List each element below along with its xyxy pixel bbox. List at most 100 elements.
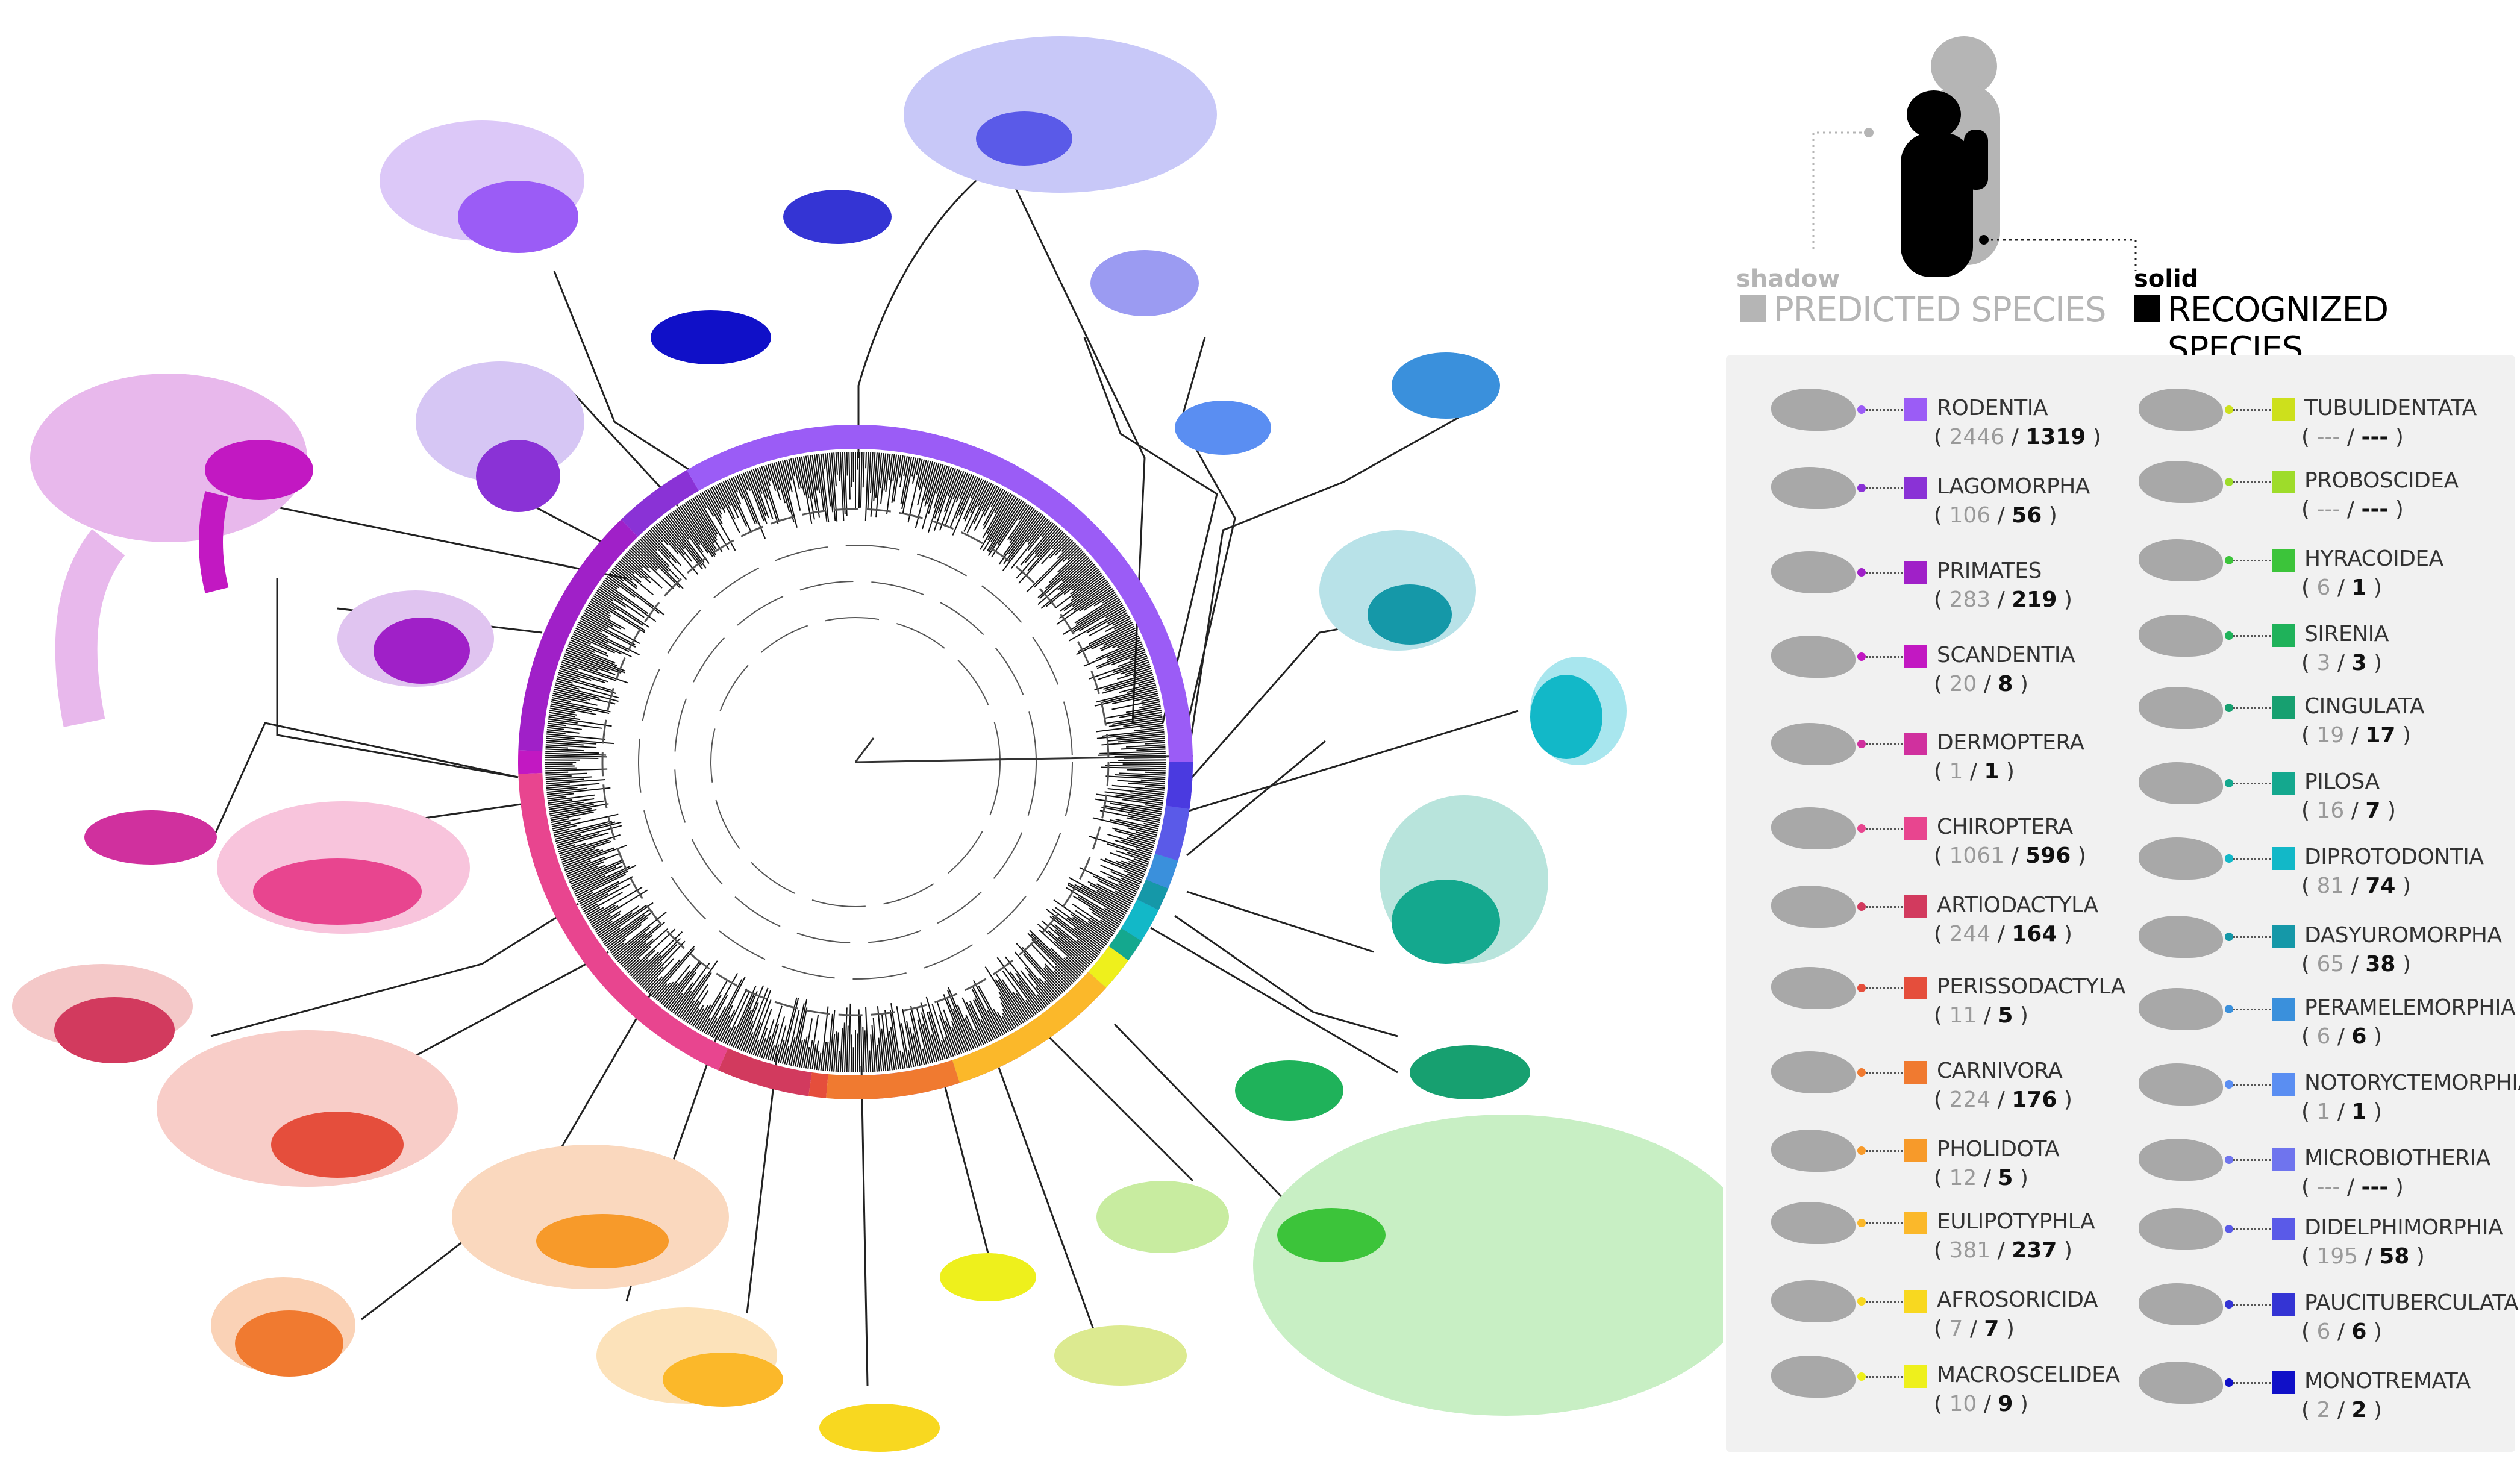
monotremata-recognized-count: 2 (2351, 1398, 2367, 1422)
tip-branch (589, 601, 611, 615)
dermoptera-order-name: DERMOPTERA (1937, 730, 2084, 755)
tip-branch (869, 1050, 872, 1072)
tip-branch (1094, 672, 1153, 691)
rodentia-swatch (1904, 398, 1927, 421)
tip-branch (1049, 916, 1099, 955)
tip-branch (639, 962, 663, 986)
tip-branch (972, 986, 1000, 1037)
tip-branch (943, 994, 966, 1052)
tip-branch (623, 555, 649, 579)
tip-branch (1045, 565, 1096, 607)
tip-branch (816, 1050, 820, 1071)
internal-branch-arc (674, 581, 1037, 943)
tip-branch (552, 813, 619, 830)
tip-branch (547, 793, 574, 798)
tip-branch (927, 463, 940, 504)
cingulata-solid-silhouette (1410, 1045, 1530, 1099)
tip-branch (980, 494, 1013, 550)
tip-branch (790, 1003, 805, 1066)
tip-branch (566, 647, 626, 672)
tip-branch (961, 997, 984, 1045)
tip-branch (765, 1005, 783, 1060)
perissodactyla-legend-silhouette (1771, 967, 1856, 1009)
tip-branch (963, 478, 983, 520)
tip-branch (1041, 535, 1069, 564)
diprotodontia-ring-arc (1121, 899, 1159, 941)
tip-branch (1052, 534, 1067, 549)
tip-branch (1100, 919, 1117, 931)
pilosa-recognized-count: 7 (2365, 798, 2381, 823)
tubulidentata-hatched-silhouette (1054, 1325, 1187, 1386)
tip-branch (1062, 546, 1080, 563)
tip-branch (1099, 810, 1160, 824)
tip-branch (1076, 939, 1098, 957)
tip-branch (871, 1025, 876, 1072)
artiodactyla-recognized-count: 164 (2012, 922, 2057, 946)
tip-branch (1119, 772, 1166, 776)
hyracoidea-species-counts: ( 6 / 1 ) (2301, 575, 2382, 600)
tip-branch (685, 502, 717, 549)
scandentia-recognized-count: 8 (1998, 672, 2013, 696)
tip-branch (1091, 627, 1136, 650)
tip-branch (570, 862, 622, 885)
tip-branch (1089, 836, 1152, 857)
tip-branch (560, 665, 608, 683)
macroscelidea-ring-arc (1088, 946, 1129, 988)
tip-branch (822, 453, 825, 469)
tip-branch (598, 588, 627, 608)
tip-branch (552, 692, 587, 702)
pholidota-recognized-count: 5 (1998, 1166, 2013, 1190)
tip-branch (558, 843, 586, 852)
tip-branch (609, 938, 627, 952)
phylogeny-figure (12, 36, 1723, 1452)
tip-branch (554, 820, 612, 836)
tip-branch (844, 1007, 848, 1072)
tip-branch (922, 1024, 934, 1063)
tip-branch (627, 551, 651, 573)
tip-branch (777, 461, 795, 522)
tip-branch (551, 818, 569, 824)
tip-branch (1075, 597, 1119, 625)
tip-branch (958, 475, 977, 516)
tip-branch (1130, 792, 1164, 798)
tip-branch (784, 460, 793, 493)
lagomorpha-predicted-count: 106 (1949, 503, 1991, 528)
tip-branch (928, 464, 944, 514)
paucituberculata-legend-connector (2233, 1304, 2271, 1306)
macroscelidea-legend-silhouette (1771, 1356, 1856, 1398)
tip-branch (1115, 794, 1164, 802)
tip-branch (973, 980, 1004, 1036)
diprotodontia-legend-dot (2225, 854, 2233, 863)
tip-branch (654, 983, 668, 999)
tip-branch (801, 456, 810, 499)
tip-branch (1118, 655, 1148, 668)
tip-branch (889, 1031, 895, 1071)
tubulidentata-recognized-count: --- (2361, 425, 2389, 449)
afrosoricida-predicted-count: 7 (1949, 1316, 1963, 1341)
hyracoidea-predicted-count: 6 (2316, 575, 2331, 600)
tip-branch (722, 1027, 731, 1043)
tip-branch (1026, 543, 1077, 593)
tip-branch (978, 986, 1005, 1034)
tip-branch (614, 932, 646, 959)
macroscelidea-order-name: MACROSCELIDEA (1937, 1363, 2120, 1387)
artiodactyla-order-name: ARTIODACTYLA (1937, 893, 2098, 918)
primates-species-counts: ( 283 / 219 ) (1934, 587, 2072, 612)
tip-branch (1115, 774, 1166, 778)
tip-branch (1110, 852, 1148, 867)
tip-branch (846, 1025, 849, 1072)
hyracoidea-legend-dot (2225, 556, 2233, 564)
tip-branch (594, 913, 621, 931)
tip-branch (881, 1014, 889, 1071)
cingulata-legend-silhouette (2139, 687, 2223, 729)
tip-branch (1063, 567, 1098, 595)
tip-branch (911, 457, 917, 477)
tip-branch (1101, 806, 1161, 819)
pholidota-swatch (1904, 1139, 1927, 1162)
order-legend-panel: RODENTIA ( 2446 / 1319 ) LAGOMORPHA ( 106 /… (1726, 355, 2520, 1452)
scandentia-legend-connector (1866, 656, 1903, 658)
tip-branch (891, 454, 899, 503)
tip-branch (777, 1040, 785, 1063)
dermoptera-species-counts: ( 1 / 1 ) (1934, 759, 2015, 784)
hyracoidea-legend-connector (2233, 560, 2271, 561)
